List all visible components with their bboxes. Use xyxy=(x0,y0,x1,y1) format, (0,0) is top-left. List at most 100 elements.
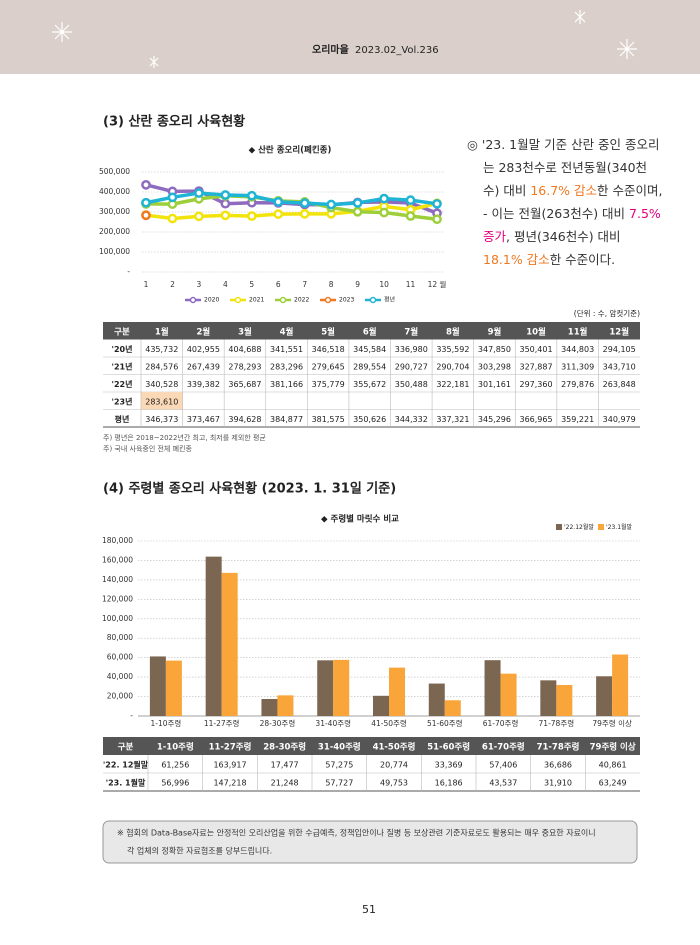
x-tick-label: 41-50주령 xyxy=(371,719,407,728)
y-tick-label: 20,000 xyxy=(107,692,133,701)
bar xyxy=(221,572,238,716)
table-cell: 16,186 xyxy=(435,779,463,788)
table-header-cell: 12월 xyxy=(609,326,629,337)
table-cell: 279,876 xyxy=(561,380,594,389)
section-title: (4) 주령별 종오리 사육현황 (2023. 1. 31일 기준) xyxy=(103,481,396,497)
bar xyxy=(428,683,445,716)
table-header-cell: 41-50주령 xyxy=(373,742,416,753)
x-tick-label: 31-40주령 xyxy=(315,719,351,728)
table-cell: 20,774 xyxy=(380,761,408,770)
page-number: 51 xyxy=(362,903,376,916)
table-header-cell: 51-60주령 xyxy=(427,742,470,753)
table-cell: 283,296 xyxy=(270,362,303,371)
table-cell: 267,439 xyxy=(187,362,220,371)
y-tick-label: 500,000 xyxy=(99,167,130,176)
legend-label: 2021 xyxy=(249,297,264,304)
table-cell: 337,321 xyxy=(436,415,469,424)
table-cell: 402,955 xyxy=(187,345,220,354)
summary-text: 수) 대비 xyxy=(483,183,530,198)
table-cell: 290,704 xyxy=(436,362,469,371)
table-cell: 350,401 xyxy=(519,345,552,354)
summary-text: 7.5% xyxy=(629,206,661,221)
table-cell: 56,996 xyxy=(161,779,189,788)
table-header-cell: 7월 xyxy=(404,326,418,337)
legend-marker xyxy=(279,296,287,304)
y-tick-label: - xyxy=(130,711,133,720)
table-cell: 381,166 xyxy=(270,380,303,389)
footnote: 주) 국내 사육중인 전체 폐킨종 xyxy=(103,444,192,453)
x-tick-label: 10 xyxy=(379,280,389,289)
table-cell: 340,528 xyxy=(145,380,178,389)
point xyxy=(432,214,442,225)
table-cell: '22. 12월말 xyxy=(103,760,149,770)
table-header-cell: 2월 xyxy=(197,326,211,337)
note-text: ※ 협회의 Data-Base자료는 안정적인 오리산업을 위한 수급예측, 정… xyxy=(117,828,596,838)
table-cell: 366,965 xyxy=(519,415,552,424)
x-tick-label: 4 xyxy=(223,280,228,289)
section-title: (3) 산란 종오리 사육현황 xyxy=(103,114,245,130)
summary-text: 한 수준이다. xyxy=(550,252,615,267)
point xyxy=(220,190,231,200)
table-cell: 61,256 xyxy=(161,761,189,770)
table-header-cell: 61-70주령 xyxy=(482,742,525,753)
point xyxy=(352,206,363,217)
y-tick-label: 180,000 xyxy=(102,536,133,545)
table-cell: 336,980 xyxy=(395,345,428,354)
bar xyxy=(612,654,629,716)
point xyxy=(379,207,389,218)
point xyxy=(167,192,178,203)
table-cell: 36,686 xyxy=(544,761,572,770)
x-tick-label: 79주령 이상 xyxy=(592,718,632,728)
table-cell: 394,628 xyxy=(228,415,261,424)
footnote: 주) 평년은 2018~2022년간 최고, 최저를 제외한 평균 xyxy=(103,433,266,442)
table-cell: '20년 xyxy=(112,344,133,354)
x-tick-label: 5 xyxy=(249,280,254,289)
legend-label: 2020 xyxy=(204,297,219,304)
legend-marker xyxy=(324,296,332,304)
legend-swatch xyxy=(598,524,604,530)
table-cell: 373,467 xyxy=(187,415,220,424)
table-cell: 40,861 xyxy=(599,761,627,770)
snowflakes xyxy=(52,10,637,68)
table-cell: 365,687 xyxy=(228,380,261,389)
y-tick-label: 80,000 xyxy=(107,633,133,642)
table-cell: 381,575 xyxy=(312,415,345,424)
bar xyxy=(205,556,222,716)
table-cell: 350,626 xyxy=(353,415,386,424)
summary-line: 수) 대비 16.7% 감소한 수준이며, xyxy=(483,183,662,198)
point xyxy=(273,209,284,219)
table-header-cell: 11월 xyxy=(568,326,588,337)
table-cell: 344,803 xyxy=(561,345,594,354)
y-tick-label: 140,000 xyxy=(102,575,133,584)
table-header-cell: 71-78주령 xyxy=(537,742,580,753)
table-cell: 284,576 xyxy=(145,362,178,371)
point xyxy=(194,188,204,198)
table-cell: 63,249 xyxy=(599,779,627,788)
point xyxy=(246,190,257,201)
table-header-cell: 28-30주령 xyxy=(263,742,306,753)
table-cell: 335,592 xyxy=(436,345,469,354)
table-cell: 163,917 xyxy=(213,761,246,770)
bar xyxy=(373,695,389,716)
table-cell: 43,537 xyxy=(489,779,517,788)
summary-text: 증가 xyxy=(483,229,507,244)
table-cell: 384,877 xyxy=(270,415,303,424)
highlight-cell xyxy=(141,392,183,410)
x-tick-label: 7 xyxy=(302,280,307,289)
table-header-cell: 1-10주령 xyxy=(157,742,194,753)
legend-label: 2022 xyxy=(294,297,309,304)
table-cell: 375,779 xyxy=(312,380,345,389)
table-header-cell: 3월 xyxy=(238,326,252,337)
point xyxy=(141,180,151,190)
table-cell: '22년 xyxy=(112,379,133,389)
table-header-cell: 구분 xyxy=(118,743,134,753)
y-tick-label: 300,000 xyxy=(99,207,130,216)
y-tick-label: 100,000 xyxy=(99,247,130,256)
table-cell: 311,309 xyxy=(561,362,594,371)
bar xyxy=(389,667,405,716)
table-cell: 339,382 xyxy=(187,380,220,389)
table-cell: 294,105 xyxy=(603,345,636,354)
x-tick-label: 28-30주령 xyxy=(260,719,296,728)
